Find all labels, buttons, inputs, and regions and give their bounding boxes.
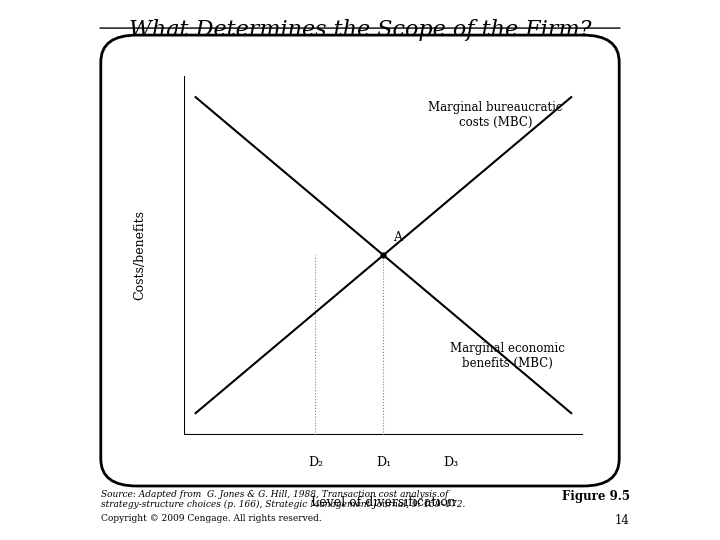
Text: Figure 9.5: Figure 9.5: [562, 490, 630, 503]
Text: Copyright © 2009 Cengage. All rights reserved.: Copyright © 2009 Cengage. All rights res…: [101, 514, 322, 523]
Text: D₁: D₁: [376, 456, 391, 469]
Text: Costs/benefits: Costs/benefits: [133, 210, 146, 300]
Text: D₂: D₂: [308, 456, 323, 469]
Text: What Determines the Scope of the Firm?: What Determines the Scope of the Firm?: [129, 19, 591, 41]
Text: A: A: [393, 231, 402, 245]
Text: Marginal economic
benefits (MBC): Marginal economic benefits (MBC): [450, 342, 564, 370]
Text: 14: 14: [615, 514, 630, 527]
Text: Marginal bureaucratic
costs (MBC): Marginal bureaucratic costs (MBC): [428, 101, 562, 129]
FancyBboxPatch shape: [101, 35, 619, 486]
Text: Level of diversification: Level of diversification: [311, 496, 456, 509]
Text: D₃: D₃: [444, 456, 459, 469]
Text: Source: Adapted from  G. Jones & G. Hill, 1988, Transaction cost analysis of
str: Source: Adapted from G. Jones & G. Hill,…: [101, 490, 465, 509]
